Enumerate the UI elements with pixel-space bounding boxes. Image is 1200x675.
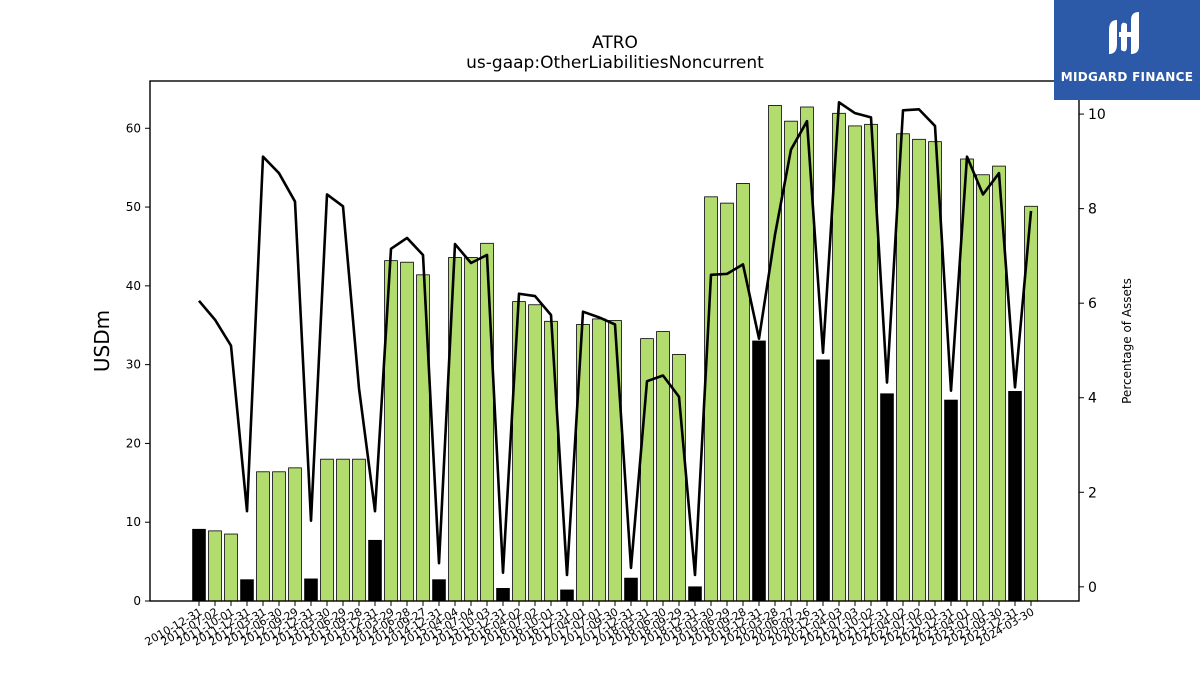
bar	[656, 331, 670, 602]
percentage-line	[198, 100, 1033, 577]
bar	[640, 338, 654, 602]
bar	[752, 340, 766, 602]
bars-layer	[192, 105, 1038, 602]
bar	[912, 138, 926, 602]
bar	[592, 318, 606, 602]
bar	[272, 471, 286, 602]
bar	[464, 257, 478, 602]
y-tick-label: 60	[126, 121, 141, 135]
bar	[496, 587, 510, 602]
bar	[336, 458, 350, 602]
bar	[608, 320, 622, 602]
line-layer	[198, 100, 1033, 577]
bar	[400, 261, 414, 602]
logo-text: MIDGARD FINANCE	[1060, 70, 1194, 84]
bar	[944, 399, 958, 602]
y-tick-label: 20	[126, 436, 141, 450]
y2-tick-label: 2	[1088, 485, 1097, 501]
bar	[880, 393, 894, 602]
bar	[624, 577, 638, 602]
chart-subtitle: us-gaap:OtherLiabilitiesNoncurrent	[466, 53, 764, 73]
bar	[528, 304, 542, 602]
bar	[704, 196, 718, 602]
bar	[688, 586, 702, 602]
chart-title: ATRO	[592, 33, 638, 53]
bar	[240, 579, 254, 602]
bar	[720, 202, 734, 602]
y2-tick-label: 8	[1088, 202, 1097, 218]
midgard-finance-logo: MIDGARD FINANCE	[1054, 0, 1200, 100]
bar	[768, 105, 782, 602]
midgard-logo-icon	[1109, 12, 1139, 54]
bar	[432, 579, 446, 602]
bar	[480, 242, 494, 602]
bar	[224, 533, 238, 602]
y-tick-label: 30	[126, 358, 141, 372]
y-axis-label: USDm	[90, 310, 114, 372]
y-tick-label: 40	[126, 279, 141, 293]
bar	[848, 125, 862, 602]
bar	[208, 530, 222, 602]
bar	[544, 320, 558, 602]
bar	[368, 539, 382, 602]
bar	[736, 183, 750, 602]
y2-axis-label: Percentage of Assets	[1120, 278, 1134, 404]
bar	[512, 301, 526, 602]
y2-tick-label: 4	[1088, 391, 1097, 407]
axes-layer: 010203040506002468102010-12-312011-07-02…	[126, 107, 1106, 648]
bar	[288, 467, 302, 602]
bar	[976, 174, 990, 602]
bar	[192, 528, 206, 602]
y2-tick-label: 0	[1088, 580, 1097, 596]
plot-frame	[149, 80, 1080, 602]
bar	[1008, 391, 1022, 602]
bar	[304, 578, 318, 602]
bar	[256, 471, 270, 602]
y-tick-label: 10	[126, 515, 141, 529]
bar	[352, 458, 366, 602]
bar	[560, 589, 574, 602]
y2-tick-label: 10	[1088, 107, 1106, 123]
bar	[320, 458, 334, 602]
y2-tick-label: 6	[1088, 296, 1097, 312]
y-tick-label: 0	[133, 594, 141, 608]
bar	[816, 359, 830, 602]
bar	[784, 120, 798, 602]
y-tick-label: 50	[126, 200, 141, 214]
